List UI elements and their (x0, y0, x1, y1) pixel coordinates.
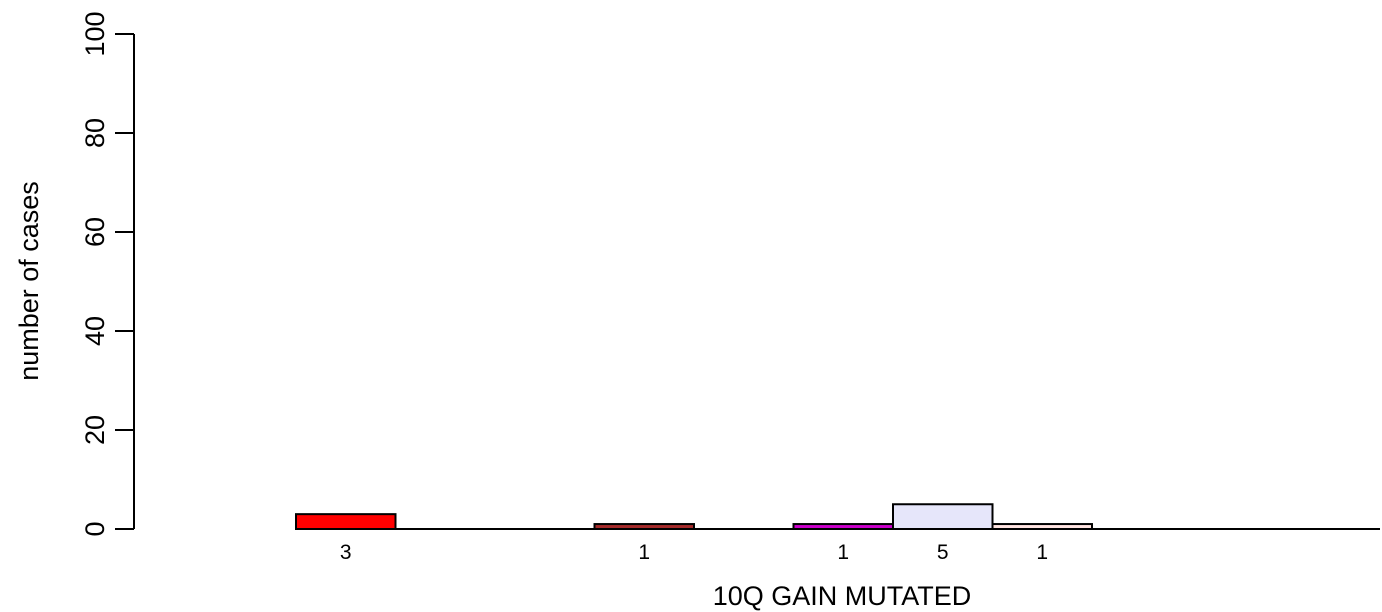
bar (892, 503, 994, 530)
bars (295, 503, 1093, 531)
y-tick-label: 60 (80, 217, 110, 247)
bar-count-label: 1 (837, 541, 849, 564)
y-tick-label: 0 (80, 521, 110, 536)
x-axis-label: 10Q GAIN MUTATED (713, 581, 972, 611)
bar-count-label: 5 (937, 541, 949, 564)
y-axis-label: number of cases (14, 181, 44, 381)
y-tick-label: 20 (80, 415, 110, 445)
bar (295, 513, 397, 531)
y-tick-label: 40 (80, 316, 110, 346)
bar-count-label: 1 (1036, 541, 1048, 564)
bar-count-label: 3 (340, 541, 352, 564)
bar-labels: 3 1 1 5 1 (340, 541, 1048, 564)
y-tick-label: 100 (80, 11, 110, 56)
y-axis: 0 20 40 60 80 100 (80, 11, 135, 537)
bar-count-label: 1 (638, 541, 650, 564)
y-tick-label: 80 (80, 118, 110, 148)
